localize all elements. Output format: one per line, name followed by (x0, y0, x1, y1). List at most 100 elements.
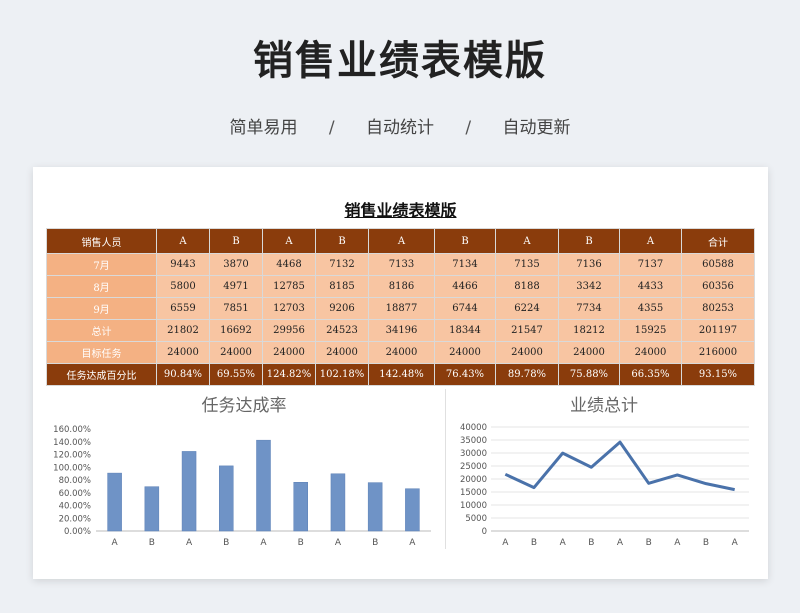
y-tick-label: 40000 (460, 423, 487, 433)
table-cell[interactable]: 8188 (495, 275, 559, 298)
table-cell[interactable]: 15925 (619, 319, 682, 342)
table-cell[interactable]: 4468 (262, 253, 316, 276)
header-cell: A (262, 228, 316, 254)
table-cell[interactable]: 24000 (368, 341, 435, 364)
table-row: 总计 21802 16692 29956 24523 34196 18344 21547 182… (46, 319, 755, 342)
y-tick-label: 120.00% (53, 451, 91, 461)
table-cell[interactable]: 21802 (156, 319, 210, 342)
table-cell[interactable]: 6224 (495, 297, 559, 320)
row-label: 9月 (46, 297, 157, 320)
table-cell[interactable]: 18344 (434, 319, 496, 342)
table-cell[interactable]: 34196 (368, 319, 435, 342)
x-tick-label: B (703, 538, 709, 547)
table-cell[interactable]: 142.48% (368, 363, 435, 386)
percent-row: 任务达成百分比 90.84% 69.55% 124.82% 102.18% 142.48%… (46, 363, 755, 386)
table-cell[interactable]: 9443 (156, 253, 210, 276)
table-cell[interactable]: 7851 (209, 297, 263, 320)
row-label: 总计 (46, 319, 157, 342)
y-tick-label: 60.00% (59, 489, 91, 499)
y-tick-label: 15000 (460, 488, 487, 498)
table-cell[interactable]: 3342 (558, 275, 620, 298)
row-label: 8月 (46, 275, 157, 298)
x-tick-label: B (372, 538, 378, 547)
x-tick-label: A (335, 538, 342, 547)
header-cell: B (315, 228, 369, 254)
table-cell[interactable]: 4971 (209, 275, 263, 298)
table-cell[interactable]: 90.84% (156, 363, 210, 386)
table-cell[interactable]: 7134 (434, 253, 496, 276)
x-tick-label: A (409, 538, 416, 547)
table-cell[interactable]: 7137 (619, 253, 682, 276)
table-cell[interactable]: 60588 (681, 253, 755, 276)
table-cell[interactable]: 69.55% (209, 363, 263, 386)
table-row: 7月 9443 3870 4468 7132 7133 7134 7135 7136 7137 60… (46, 253, 755, 276)
table-cell[interactable]: 7135 (495, 253, 559, 276)
x-tick-label: B (588, 538, 594, 547)
chart-divider (445, 389, 446, 549)
header-cell: B (434, 228, 496, 254)
x-tick-label: B (646, 538, 652, 547)
table-cell[interactable]: 24000 (495, 341, 559, 364)
bar (293, 482, 308, 532)
row-label: 7月 (46, 253, 157, 276)
table-cell[interactable]: 93.15% (681, 363, 755, 386)
table-cell[interactable]: 4355 (619, 297, 682, 320)
x-tick-label: A (186, 538, 193, 547)
bar (330, 473, 346, 532)
table-cell[interactable]: 8186 (368, 275, 435, 298)
table-cell[interactable]: 18877 (368, 297, 435, 320)
table-cell[interactable]: 216000 (681, 341, 755, 364)
header-cell: 合计 (681, 228, 755, 254)
table-cell[interactable]: 60356 (681, 275, 755, 298)
table-cell[interactable]: 18212 (558, 319, 620, 342)
bar (367, 482, 383, 532)
table-cell[interactable]: 4466 (434, 275, 496, 298)
table-cell[interactable]: 3870 (209, 253, 263, 276)
table-cell[interactable]: 66.35% (619, 363, 682, 386)
table-cell[interactable]: 76.43% (434, 363, 496, 386)
table-cell[interactable]: 89.78% (495, 363, 559, 386)
table-cell[interactable]: 21547 (495, 319, 559, 342)
table-cell[interactable]: 29956 (262, 319, 316, 342)
table-cell[interactable]: 201197 (681, 319, 755, 342)
header-cell: A (368, 228, 435, 254)
bar (107, 472, 122, 532)
table-cell[interactable]: 24000 (262, 341, 316, 364)
bar (405, 488, 420, 532)
y-tick-label: 0.00% (64, 527, 91, 537)
table-row: 目标任务 24000 24000 24000 24000 24000 24000 24000 2… (46, 341, 755, 364)
table-cell[interactable]: 12703 (262, 297, 316, 320)
table-cell[interactable]: 7734 (558, 297, 620, 320)
y-tick-label: 20.00% (59, 514, 91, 524)
table-cell[interactable]: 124.82% (262, 363, 316, 386)
table-cell[interactable]: 24000 (619, 341, 682, 364)
table-cell[interactable]: 24000 (434, 341, 496, 364)
table-cell[interactable]: 6744 (434, 297, 496, 320)
table-cell[interactable]: 6559 (156, 297, 210, 320)
table-cell[interactable]: 24000 (156, 341, 210, 364)
y-tick-label: 140.00% (53, 438, 91, 448)
bar (219, 465, 234, 532)
table-cell[interactable]: 12785 (262, 275, 316, 298)
table-cell[interactable]: 7136 (558, 253, 620, 276)
table-cell[interactable]: 75.88% (558, 363, 620, 386)
table-cell[interactable]: 24000 (209, 341, 263, 364)
table-cell[interactable]: 16692 (209, 319, 263, 342)
table-cell[interactable]: 7132 (315, 253, 369, 276)
table-cell[interactable]: 24000 (558, 341, 620, 364)
table-cell[interactable]: 24523 (315, 319, 369, 342)
header-cell: A (495, 228, 559, 254)
table-row: 9月 6559 7851 12703 9206 18877 6744 6224 7734 4355… (46, 297, 755, 320)
table-cell[interactable]: 4433 (619, 275, 682, 298)
header-cell: 销售人员 (46, 228, 157, 254)
header-cell: A (156, 228, 210, 254)
table-cell[interactable]: 24000 (315, 341, 369, 364)
row-label: 目标任务 (46, 341, 157, 364)
table-cell[interactable]: 80253 (681, 297, 755, 320)
table-cell[interactable]: 9206 (315, 297, 369, 320)
table-cell[interactable]: 7133 (368, 253, 435, 276)
table-cell[interactable]: 5800 (156, 275, 210, 298)
y-tick-label: 25000 (460, 462, 487, 472)
table-cell[interactable]: 8185 (315, 275, 369, 298)
table-cell[interactable]: 102.18% (315, 363, 369, 386)
